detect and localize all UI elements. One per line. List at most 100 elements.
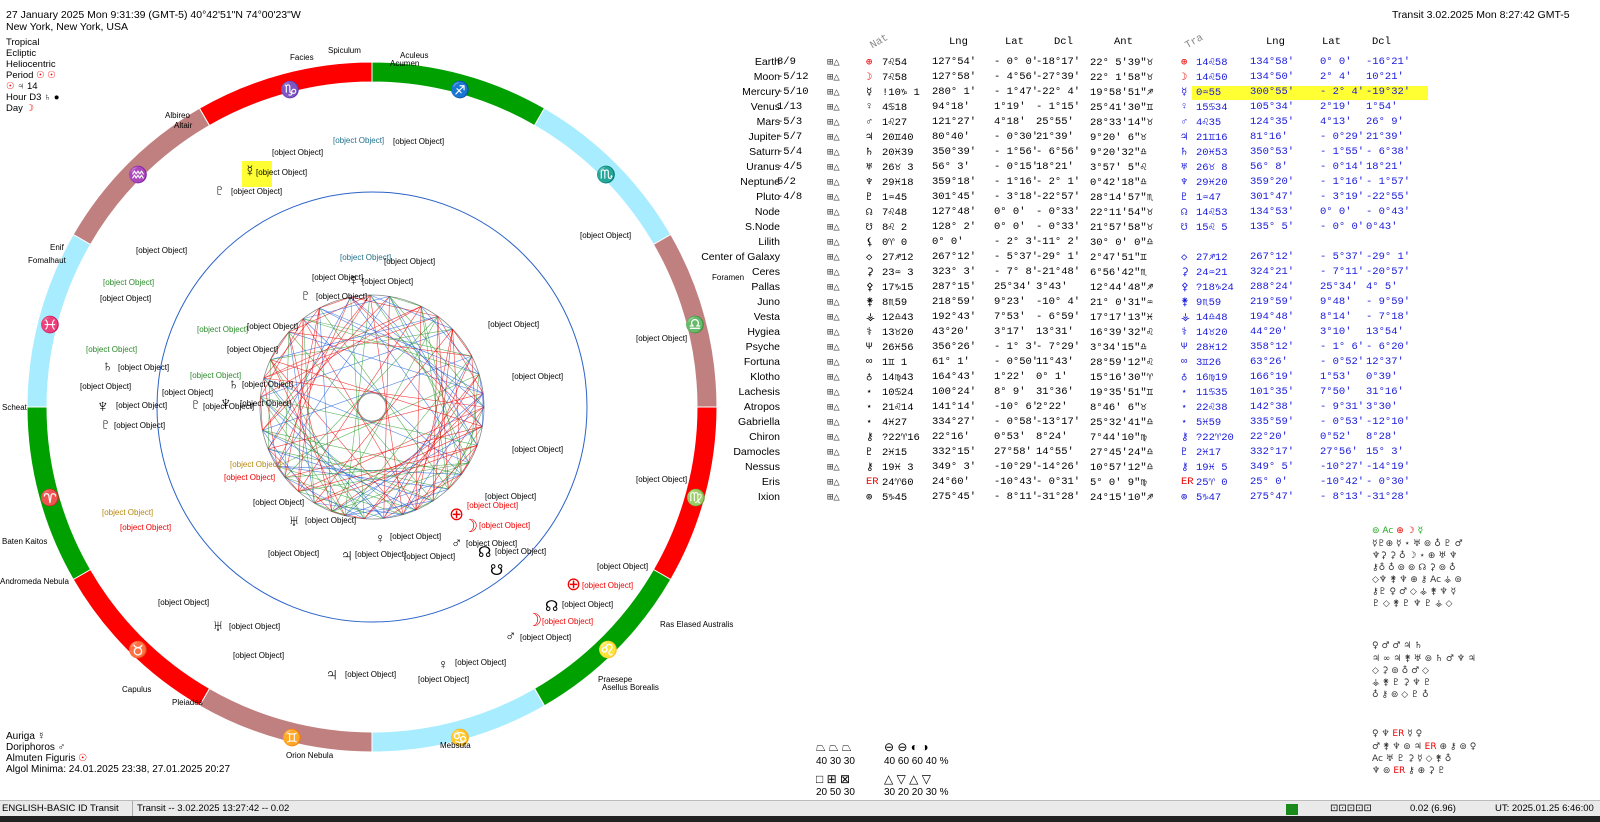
table-row[interactable]: Venus 1/13 4♋18 94°18' 1°19' - 1°15' 25°41'30"… <box>0 101 1430 116</box>
table-row[interactable]: Hygiea 13♉20 43°20' 3°17' 13°31' 16°39'32"♌ 14… <box>0 326 1430 341</box>
moon-icon[interactable]: ☽ <box>526 610 543 630</box>
plane-setting[interactable]: Ecliptic <box>6 48 37 59</box>
system-setting[interactable]: Heliocentric <box>6 59 56 70</box>
inner-jupiter-icon[interactable]: ♃ <box>340 545 354 565</box>
cell-ant: 30° 0' 0"♎ <box>1090 237 1154 249</box>
planet-table[interactable]: Earth 8/9 7♌54 127°54' - 0° 0' -18°17' 22° 5'3… <box>0 56 1430 506</box>
cell-tlng: 105°34' <box>1250 101 1295 113</box>
table-row[interactable]: Eris 24♈60 24°60' -10°43' - 0°31' 5° 0' 9"♍ 25… <box>0 476 1430 491</box>
aspect-symbols-icon: ⊞△ <box>827 237 840 249</box>
table-row[interactable]: Psyche 26♓56 356°26' - 1° 3' - 7°29' 3°34'15"… <box>0 341 1430 356</box>
inner-node-icon[interactable]: ☊ <box>478 544 492 561</box>
cell-dcl: 3°43' <box>1036 281 1068 293</box>
table-row[interactable]: Node 7♌48 127°48' 0° 0' - 0°33' 22°11'54"♉ 14♌… <box>0 206 1430 221</box>
aspect-line <box>350 296 483 427</box>
table-row[interactable]: Juno 8♏59 218°59' 9°23' -10° 4' 21° 0'31"♒ 9♏5… <box>0 296 1430 311</box>
saturn-icon[interactable]: ♄ <box>102 358 114 375</box>
cell-name: Nessus <box>744 461 780 473</box>
cell-dcl: 18°21' <box>1036 161 1074 173</box>
row-highlight <box>1192 86 1428 100</box>
table-row[interactable]: Saturn -5/4 20♓39 350°39' - 1°56' - 6°56' 9°20… <box>0 146 1430 161</box>
mercury-icon[interactable]: ☿ <box>244 163 256 180</box>
aspect-line <box>270 359 404 515</box>
natal-symbol-icon: ♇ <box>866 192 873 204</box>
inner-pluto-icon[interactable]: ♇ <box>300 287 312 304</box>
cell-lng: 164°43' <box>932 371 977 383</box>
table-row[interactable]: Lilith 0♈ 0 0° 0' - 2° 3' -11° 2' 30° 0' 0"♎ ⊞… <box>0 236 1430 251</box>
pluto-icon[interactable]: ♇ <box>214 182 226 199</box>
inner-psyche-icon[interactable]: ♇ <box>190 396 202 413</box>
cell-tlat: - 5°37' <box>1320 251 1365 263</box>
table-row[interactable]: Ixion 5♑45 275°45' - 8°11' -31°28' 24°15'10"♐… <box>0 491 1430 506</box>
table-row[interactable]: Gabriella 4♓27 334°27' - 0°58' -13°17' 25°32'… <box>0 416 1430 431</box>
cell-rel: -4/5 <box>777 161 803 173</box>
aspect-line <box>415 406 485 511</box>
chart-wheel[interactable] <box>0 0 740 800</box>
aspect-line <box>262 294 371 431</box>
toolbar-icons[interactable]: ⊡⊡⊡⊡⊡ <box>1330 803 1372 814</box>
table-row[interactable]: Center of Galaxy 27♐12 267°12' - 5°37' -29° … <box>0 251 1430 266</box>
cell-tlat: 9°48' <box>1320 296 1352 308</box>
table-row[interactable]: Neptune 5/2 29♓18 359°18' - 1°16' - 2° 1' 0°42… <box>0 176 1430 191</box>
natal-symbol-icon: ⚸ <box>866 237 874 249</box>
mars-icon[interactable]: ♂ <box>505 628 517 645</box>
zodiac-segment[interactable] <box>26 233 92 408</box>
zodiac-ring[interactable] <box>26 61 718 753</box>
table-row[interactable]: Lachesis 10♋24 100°24' 8° 9' 31°36' 19°35'51"… <box>0 386 1430 401</box>
cell-dcl: 8°24' <box>1036 431 1068 443</box>
table-row[interactable]: Damocles 2♓15 332°15' 27°58' 14°55' 27°45'24"… <box>0 446 1430 461</box>
almuten-label: Almuten Figuris <box>6 753 76 764</box>
table-row[interactable]: Atropos 21♌14 141°14' -10° 6' 2°22' 8°46' 6"♉… <box>0 401 1430 416</box>
neptune-icon[interactable]: ♆ <box>96 396 110 416</box>
language-indicator[interactable]: ENGLISH-BASIC ID Transit <box>2 803 119 814</box>
table-row[interactable]: Vesta 12♎43 192°43' 7°53' - 6°59' 17°17'13"♓ 1… <box>0 311 1430 326</box>
table-row[interactable]: Earth 8/9 7♌54 127°54' - 0° 0' -18°17' 22° 5'3… <box>0 56 1430 71</box>
cell-ant: 3°34'15"♎ <box>1090 342 1147 354</box>
inner-earth-icon[interactable]: ⊕ <box>449 504 465 524</box>
table-row[interactable]: Fortuna 1♊ 1 61° 1' - 0°50' 11°43' 28°59'12"♌… <box>0 356 1430 371</box>
earth-icon[interactable]: ⊕ <box>566 574 582 594</box>
aspect-line <box>319 296 351 309</box>
venus-icon[interactable]: ♀ <box>438 656 449 672</box>
transit-symbol-icon: ☿ <box>1181 87 1188 99</box>
table-row[interactable]: Mars -5/3 1♌27 121°27' 4°18' 25°55' 28°33'14"♉… <box>0 116 1430 131</box>
cell-dcl: 14°55' <box>1036 446 1074 458</box>
inner-mercury-icon[interactable]: ☿ <box>348 272 360 289</box>
inner-moon-icon[interactable]: ☽ <box>462 516 479 536</box>
node-icon[interactable]: ☊ <box>545 598 559 615</box>
inner-uranus-icon[interactable]: ♅ <box>288 513 300 530</box>
table-row[interactable]: Pallas 17♑15 287°15' 25°34' 3°43' 12°44'48"♐?… <box>0 281 1430 296</box>
cell-pos: 26♉ 3 <box>882 162 914 174</box>
table-row[interactable]: Pluto -4/8 1♒45 301°45' - 3°18' -22°57' 28°14'… <box>0 191 1430 206</box>
chart-tab[interactable]: Transit -- 3.02.2025 13:27:42 -- 0.02 <box>132 801 289 816</box>
inner-saturn-icon[interactable]: ♄ <box>228 376 240 393</box>
aspect-line <box>415 329 453 511</box>
table-row[interactable]: Nessus 19♓ 3 349° 3' -10°29' -14°26' 10°57'12… <box>0 461 1430 476</box>
aspect-line <box>432 316 439 501</box>
inner-planet-label: [object Object] <box>485 492 537 501</box>
table-row[interactable]: Mercury -5/10 !10♑ 1 280° 1' - 1°47' -22° 4' 1… <box>0 86 1430 101</box>
jupiter-icon[interactable]: ♃ <box>325 664 339 684</box>
aspect-symbols-icon: ⊞△ <box>827 342 840 354</box>
cell-lat: 8° 9' <box>994 386 1026 398</box>
table-row[interactable]: Moon -5/12 7♌58 127°58' - 4°56' -27°39' 22° 1'… <box>0 71 1430 86</box>
uranus-icon[interactable]: ♅ <box>212 618 224 635</box>
table-row[interactable]: Chiron ?22♈16 22°16' 0°53' 8°24' 7°44'10"♍ ?22… <box>0 431 1430 446</box>
table-row[interactable]: Klotho 14♍43 164°43' 1°22' 0° 1' 15°16'30"♈ 16… <box>0 371 1430 386</box>
table-row[interactable]: Ceres 23♒ 3 323° 3' - 7° 8' -21°48' 6°56'42"♏… <box>0 266 1430 281</box>
inner-mars-icon[interactable]: ♂ <box>451 535 463 552</box>
psyche-icon[interactable]: ♇ <box>100 416 112 433</box>
zodiac-setting[interactable]: Tropical <box>6 37 40 48</box>
inner-venus-icon[interactable]: ♀ <box>375 530 386 546</box>
cell-tlng: 349° 5' <box>1250 461 1295 473</box>
inner-neptune-icon[interactable]: ♆ <box>219 393 233 413</box>
table-row[interactable]: Uranus -4/5 26♉ 3 56° 3' - 0°15' 18°21' 3°57' … <box>0 161 1430 176</box>
inner-south-node-icon[interactable]: ☋ <box>490 562 504 579</box>
star-label: Capulus <box>122 685 152 694</box>
table-row[interactable]: S.Node 8♌ 2 128° 2' 0° 0' - 0°33' 21°57'58"♉ 1… <box>0 221 1430 236</box>
table-row[interactable]: Jupiter -5/7 20♊40 80°40' - 0°30' 21°39' 9°20'… <box>0 131 1430 146</box>
inner-planet-label: [object Object] <box>253 498 305 507</box>
transit-symbol-icon: ⊚ <box>1181 492 1188 504</box>
period-value: 14 <box>26 81 38 92</box>
natal-symbol-icon: ♄ <box>866 147 873 159</box>
